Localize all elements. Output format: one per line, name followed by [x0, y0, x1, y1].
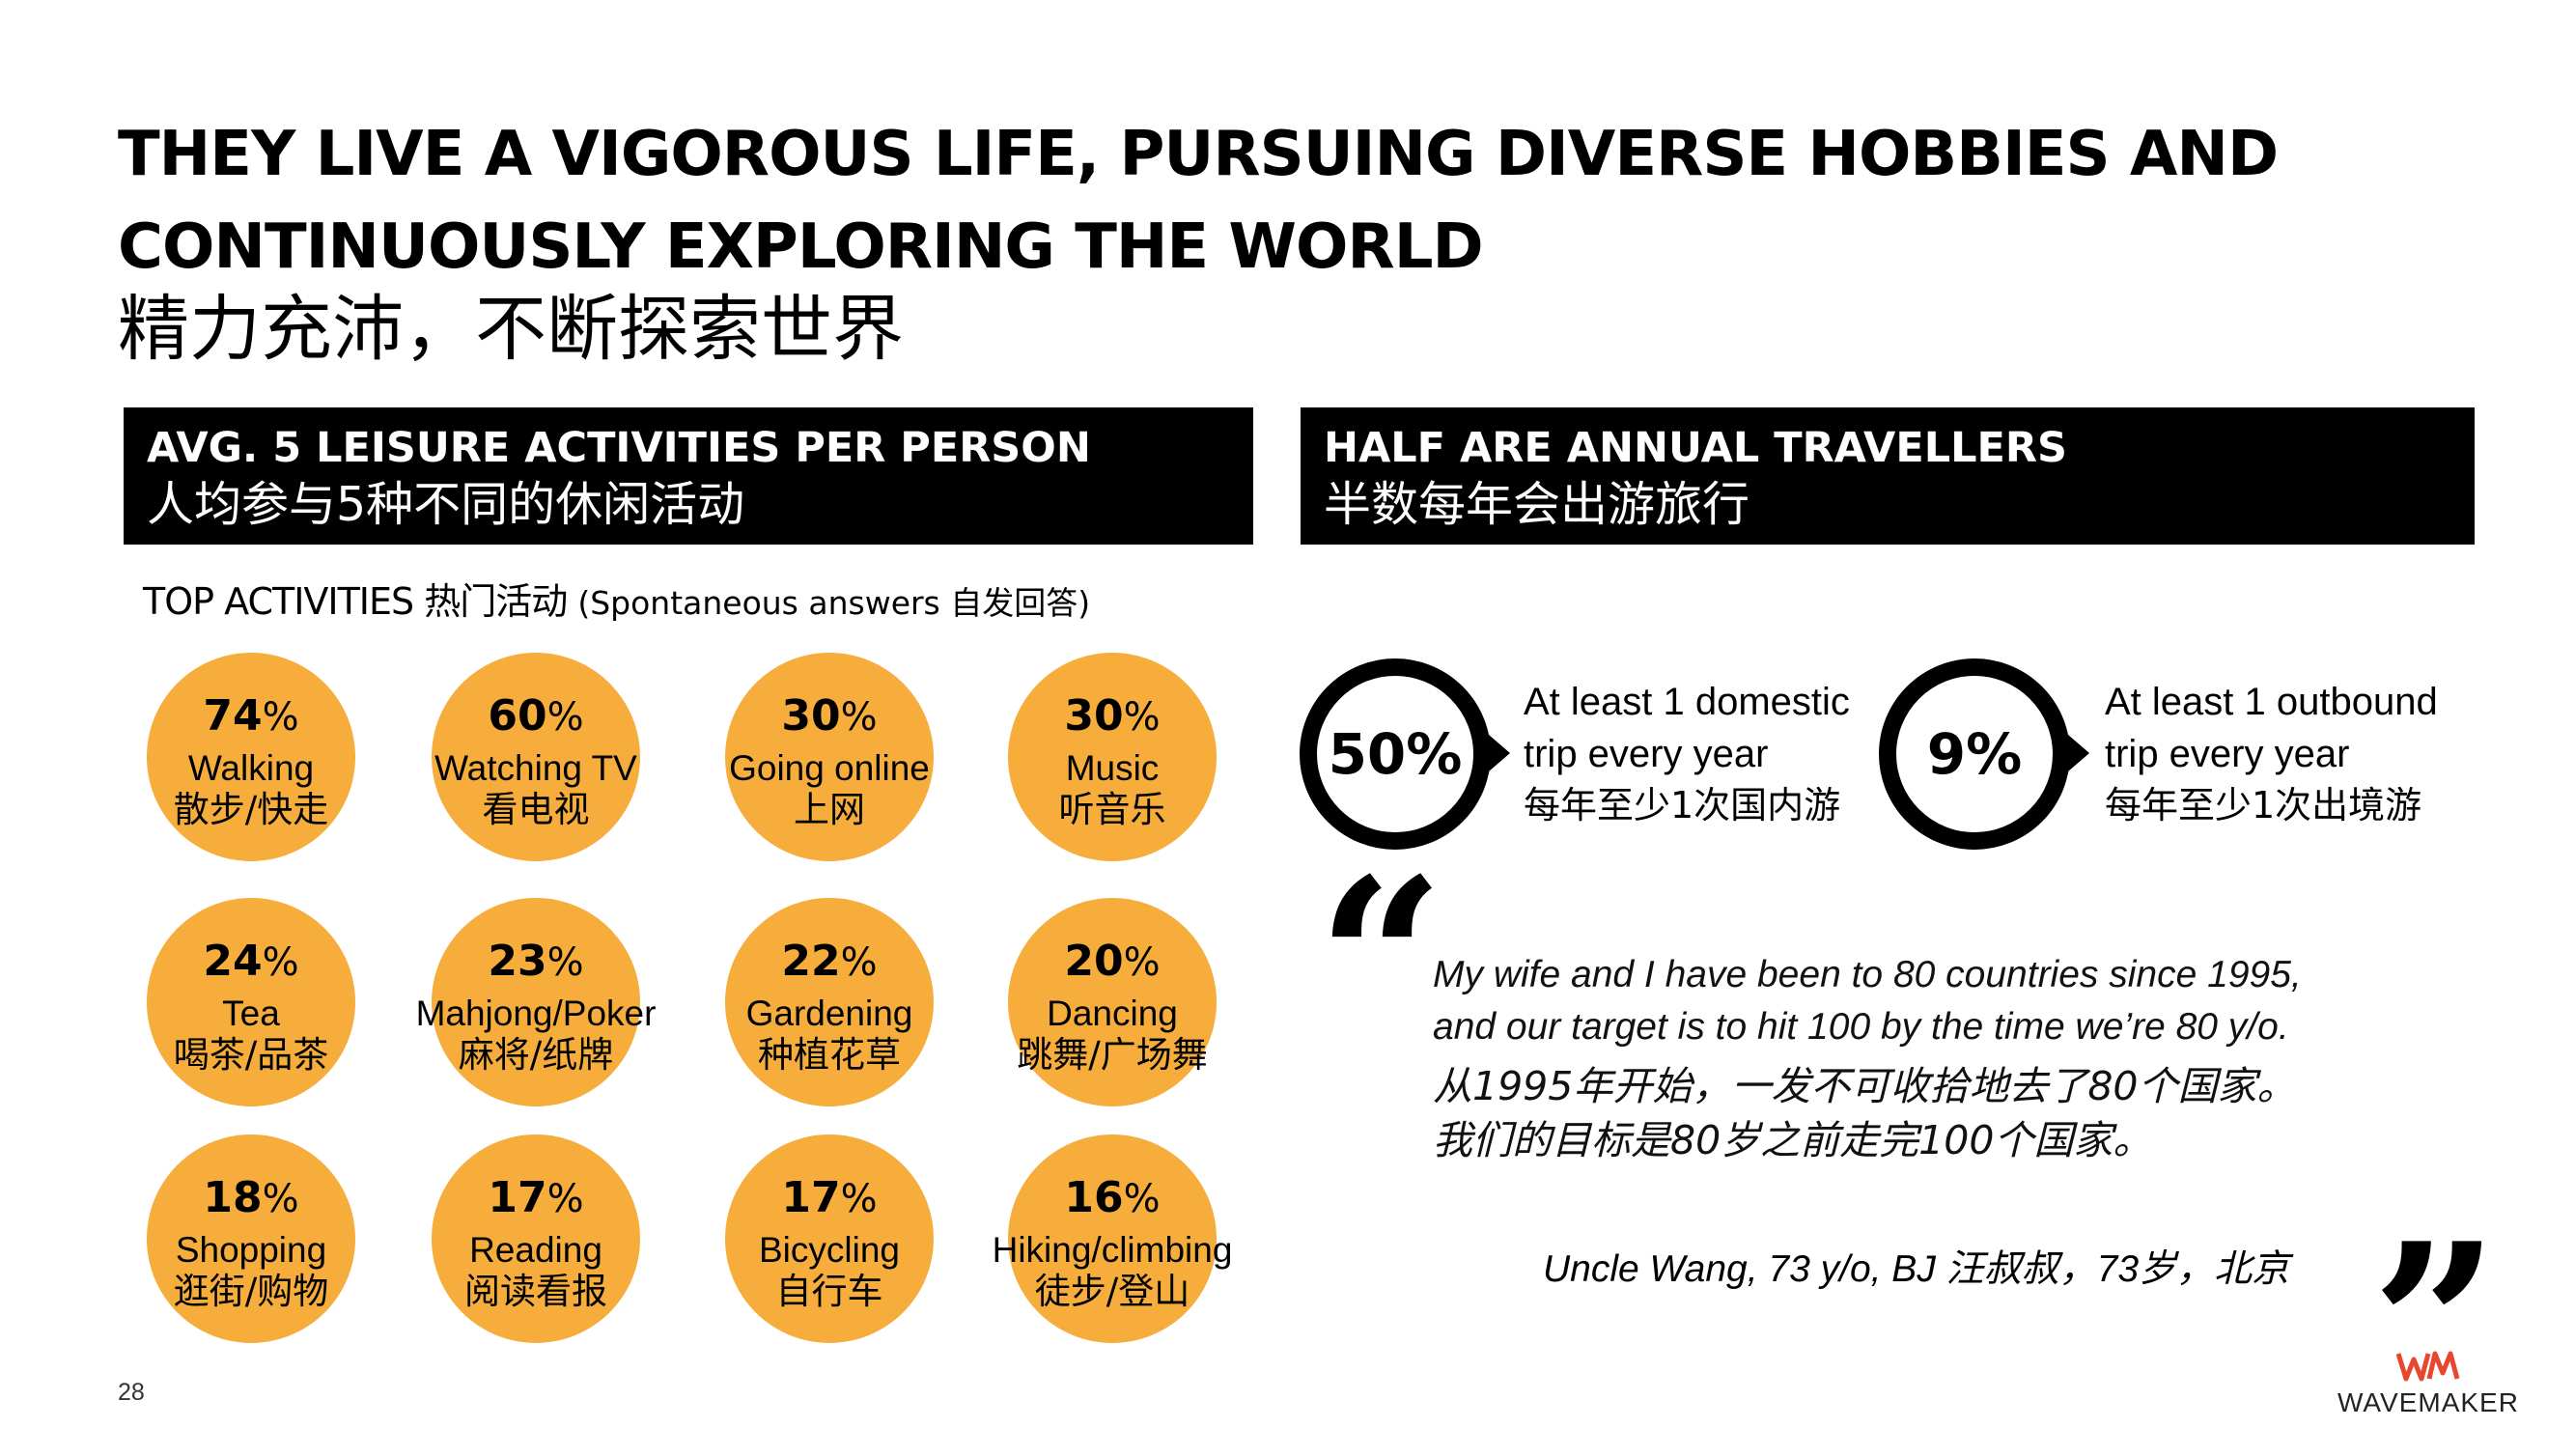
- activity-percent: 30%: [781, 691, 878, 741]
- activity-bubble-watching-tv: 60% Watching TV 看电视: [432, 653, 640, 861]
- activity-label-cn: 散步/快走: [173, 789, 329, 830]
- activity-bubble-bicycling: 17% Bicycling 自行车: [725, 1134, 934, 1343]
- activity-label-cn: 跳舞/广场舞: [1017, 1034, 1208, 1076]
- activity-label-en: Bicycling: [759, 1230, 900, 1270]
- domestic-travel-cn: 每年至少1次国内游: [1524, 784, 1841, 826]
- domestic-travel-line-2: trip every year: [1524, 733, 1769, 775]
- activity-bubble-dancing: 20% Dancing 跳舞/广场舞: [1008, 898, 1217, 1106]
- domestic-travel-text: At least 1 domestic trip every year 每年至少…: [1524, 676, 1850, 830]
- activity-percent: 60%: [488, 691, 584, 741]
- activity-percent: 17%: [488, 1173, 584, 1222]
- activity-bubble-music: 30% Music 听音乐: [1008, 653, 1217, 861]
- activity-bubble-mahjong-poker: 23% Mahjong/Poker 麻将/纸牌: [416, 898, 656, 1106]
- slide-title-chinese: 精力充沛，不断探索世界: [118, 288, 904, 371]
- leisure-activities-banner: AVG. 5 LEISURE ACTIVITIES PER PERSON 人均参…: [124, 407, 1253, 545]
- domestic-travel-value: 50%: [1328, 721, 1463, 787]
- wavemaker-logo: WAVEMAKER: [2337, 1350, 2520, 1418]
- activity-percent: 18%: [203, 1173, 299, 1222]
- activity-label-en: Gardening: [745, 994, 913, 1033]
- wm-logo-mark-icon: [2395, 1351, 2460, 1382]
- activity-label-en: Hiking/climbing: [992, 1230, 1233, 1270]
- activity-bubble-shopping: 18% Shopping 逛街/购物: [147, 1134, 355, 1343]
- activity-label-cn: 喝茶/品茶: [173, 1034, 329, 1076]
- activity-bubble-gardening: 22% Gardening 种植花草: [725, 898, 934, 1106]
- leisure-banner-en: AVG. 5 LEISURE ACTIVITIES PER PERSON: [147, 424, 1091, 472]
- customer-quote: My wife and I have been to 80 countries …: [1433, 949, 2302, 1167]
- outbound-travel-value: 9%: [1926, 721, 2023, 787]
- activity-label-cn: 看电视: [482, 789, 590, 830]
- domestic-ring-pointer-icon: [1489, 735, 1510, 771]
- title-line-1: THEY LIVE A VIGOROUS LIFE, PURSUING DIVE…: [118, 119, 2279, 190]
- travellers-banner-cn: 半数每年会出游旅行: [1324, 477, 1750, 532]
- close-quote-icon: ”: [2371, 1195, 2500, 1456]
- activity-percent: 23%: [488, 937, 584, 986]
- activity-label-cn: 麻将/纸牌: [458, 1034, 614, 1076]
- activity-percent: 22%: [781, 937, 878, 986]
- domestic-travel-line-1: At least 1 domestic: [1524, 681, 1850, 723]
- activity-bubble-tea: 24% Tea 喝茶/品茶: [147, 898, 355, 1106]
- activity-label-cn: 徒步/登山: [1034, 1271, 1190, 1312]
- top-activities-heading: TOP ACTIVITIES 热门活动 (Spontaneous answers…: [143, 575, 1090, 630]
- activity-label-cn: 自行车: [775, 1271, 883, 1312]
- top-activities-label: TOP ACTIVITIES 热门活动: [143, 580, 568, 623]
- activity-label-en: Reading: [469, 1230, 602, 1270]
- outbound-travel-ring: 9%: [1879, 658, 2070, 850]
- activity-bubble-hiking-climbing: 16% Hiking/climbing 徒步/登山: [993, 1134, 1232, 1343]
- quote-en-line-2: and our target is to hit 100 by the time…: [1433, 1006, 2289, 1048]
- travellers-banner: HALF ARE ANNUAL TRAVELLERS 半数每年会出游旅行: [1301, 407, 2475, 545]
- activity-label-cn: 上网: [794, 789, 865, 830]
- travellers-banner-en: HALF ARE ANNUAL TRAVELLERS: [1324, 424, 2067, 472]
- activity-label-cn: 阅读看报: [464, 1271, 607, 1312]
- activity-label-en: Mahjong/Poker: [415, 994, 657, 1033]
- slide-title: THEY LIVE A VIGOROUS LIFE, PURSUING DIVE…: [118, 108, 2435, 294]
- activity-label-cn: 听音乐: [1058, 789, 1166, 830]
- activity-bubble-going-online: 30% Going online 上网: [725, 653, 934, 861]
- activity-label-en: Dancing: [1047, 994, 1178, 1033]
- domestic-travel-ring: 50%: [1300, 658, 1491, 850]
- activity-label-en: Going online: [729, 748, 930, 788]
- quote-attribution: Uncle Wang, 73 y/o, BJ 汪叔叔，73岁，北京: [1543, 1248, 2290, 1290]
- leisure-banner-cn: 人均参与5种不同的休闲活动: [147, 477, 745, 532]
- activity-percent: 20%: [1064, 937, 1161, 986]
- activity-label-en: Tea: [222, 994, 280, 1033]
- activity-percent: 17%: [781, 1173, 878, 1222]
- activity-label-cn: 种植花草: [758, 1034, 901, 1076]
- activity-label-en: Watching TV: [434, 748, 637, 788]
- quote-en-line-1: My wife and I have been to 80 countries …: [1433, 954, 2302, 995]
- activity-label-en: Shopping: [175, 1230, 327, 1270]
- quote-cn-line-1: 从1995年开始，一发不可收拾地去了80个国家。: [1433, 1063, 2297, 1109]
- outbound-ring-pointer-icon: [2068, 735, 2089, 771]
- activity-percent: 74%: [203, 691, 299, 741]
- outbound-travel-line-2: trip every year: [2105, 733, 2350, 775]
- top-activities-note: (Spontaneous answers 自发回答): [577, 584, 1091, 622]
- activity-percent: 30%: [1064, 691, 1161, 741]
- activity-label-en: Walking: [187, 748, 315, 788]
- page-number: 28: [118, 1379, 145, 1406]
- outbound-travel-cn: 每年至少1次出境游: [2105, 784, 2422, 826]
- open-quote-icon: “: [1317, 830, 1445, 1091]
- outbound-travel-text: At least 1 outbound trip every year 每年至少…: [2105, 676, 2438, 830]
- activity-bubble-reading: 17% Reading 阅读看报: [432, 1134, 640, 1343]
- logo-wordmark: WAVEMAKER: [2337, 1387, 2519, 1417]
- outbound-travel-line-1: At least 1 outbound: [2105, 681, 2438, 723]
- activity-percent: 16%: [1064, 1173, 1161, 1222]
- quote-cn-line-2: 我们的目标是80岁之前走完100个国家。: [1433, 1117, 2153, 1163]
- activity-label-cn: 逛街/购物: [173, 1271, 329, 1312]
- activity-percent: 24%: [203, 937, 299, 986]
- activity-bubble-walking: 74% Walking 散步/快走: [147, 653, 355, 861]
- title-line-2: CONTINUOUSLY EXPLORING THE WORLD: [118, 211, 1484, 283]
- activity-label-en: Music: [1065, 748, 1160, 788]
